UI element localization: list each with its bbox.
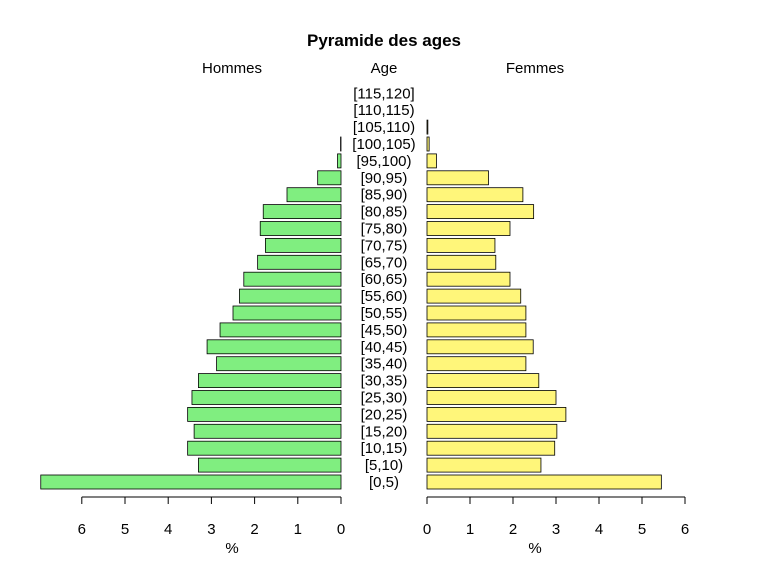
bar-femmes-[35,40) bbox=[426, 356, 527, 372]
bar-hommes-[30,35) bbox=[198, 373, 342, 389]
age-label: [65,70) bbox=[361, 254, 408, 271]
right-x-tick-label: 2 bbox=[509, 521, 517, 538]
bar-hommes-[95,100) bbox=[337, 153, 342, 169]
bar-femmes-[95,100) bbox=[426, 153, 437, 169]
right-x-tick-label: 5 bbox=[638, 521, 646, 538]
bar-hommes-[60,65) bbox=[243, 271, 342, 287]
right-x-tick-label: 3 bbox=[552, 521, 560, 538]
bar-hommes-[45,50) bbox=[219, 322, 342, 338]
bar-femmes-[100,105) bbox=[426, 136, 430, 152]
left-x-tick-label: 2 bbox=[250, 521, 258, 538]
left-x-tick-label: 0 bbox=[337, 521, 345, 538]
bar-femmes-[15,20) bbox=[426, 423, 558, 439]
age-label: [115,120] bbox=[353, 85, 414, 102]
right-x-tick-label: 1 bbox=[466, 521, 474, 538]
bar-femmes-[60,65) bbox=[426, 271, 511, 287]
bar-hommes-[90,95) bbox=[317, 170, 342, 186]
bar-hommes-[20,25) bbox=[187, 406, 342, 422]
right-x-tick-label: 0 bbox=[423, 521, 431, 538]
right-x-tick-label: 4 bbox=[595, 521, 603, 538]
bar-hommes-[85,90) bbox=[286, 187, 342, 203]
left-x-tick-label: 3 bbox=[207, 521, 215, 538]
age-label: [10,15) bbox=[361, 440, 408, 457]
age-label: [30,35) bbox=[361, 373, 408, 390]
bar-femmes-[65,70) bbox=[426, 254, 497, 270]
center-age-label: Age bbox=[371, 60, 398, 77]
age-label: [45,50) bbox=[361, 322, 408, 339]
bar-femmes-[90,95) bbox=[426, 170, 489, 186]
age-label: [90,95) bbox=[361, 170, 408, 187]
age-group-labels: [0,5)[5,10)[10,15)[15,20)[20,25)[25,30)[… bbox=[352, 85, 415, 491]
left-x-tick-label: 1 bbox=[294, 521, 302, 538]
age-label: [60,65) bbox=[361, 271, 408, 288]
bar-femmes-[45,50) bbox=[426, 322, 527, 338]
age-label: [110,115) bbox=[353, 102, 414, 119]
age-label: [95,100) bbox=[356, 153, 411, 170]
bar-femmes-[55,60) bbox=[426, 288, 522, 304]
left-x-axis-label: % bbox=[225, 540, 238, 557]
bar-femmes-[105,110) bbox=[426, 119, 429, 135]
bar-femmes-[10,15) bbox=[426, 440, 556, 456]
age-label: [70,75) bbox=[361, 237, 408, 254]
hommes-bars bbox=[40, 136, 342, 490]
bar-femmes-[80,85) bbox=[426, 204, 535, 220]
right-side-label: Femmes bbox=[506, 60, 564, 77]
bar-hommes-[80,85) bbox=[262, 204, 342, 220]
bar-femmes-[0,5) bbox=[426, 474, 662, 490]
age-label: [0,5) bbox=[369, 474, 399, 491]
bar-femmes-[5,10) bbox=[426, 457, 542, 473]
left-side-label: Hommes bbox=[202, 60, 262, 77]
bar-hommes-[5,10) bbox=[198, 457, 342, 473]
bar-hommes-[70,75) bbox=[264, 237, 342, 253]
age-label: [105,110) bbox=[353, 119, 415, 136]
age-label: [35,40) bbox=[361, 356, 408, 373]
bar-femmes-[40,45) bbox=[426, 339, 534, 355]
bar-hommes-[55,60) bbox=[239, 288, 342, 304]
bar-femmes-[75,80) bbox=[426, 221, 511, 236]
bar-hommes-[25,30) bbox=[191, 390, 342, 405]
age-label: [15,20) bbox=[361, 423, 408, 440]
age-label: [25,30) bbox=[361, 390, 408, 407]
left-x-tick-label: 6 bbox=[78, 521, 86, 538]
left-x-tick-label: 4 bbox=[164, 521, 172, 538]
bar-hommes-[10,15) bbox=[187, 440, 342, 456]
bar-hommes-[35,40) bbox=[216, 356, 342, 372]
bar-hommes-[40,45) bbox=[206, 339, 342, 355]
age-label: [55,60) bbox=[361, 288, 408, 305]
bar-hommes-[75,80) bbox=[259, 221, 342, 236]
bar-femmes-[30,35) bbox=[426, 373, 540, 389]
bar-hommes-[65,70) bbox=[257, 254, 342, 270]
right-x-axis-label: % bbox=[528, 540, 541, 557]
age-label: [50,55) bbox=[361, 305, 408, 322]
bar-femmes-[70,75) bbox=[426, 237, 496, 253]
age-label: [20,25) bbox=[361, 406, 408, 423]
femmes-bars bbox=[426, 119, 662, 490]
age-label: [100,105) bbox=[352, 136, 415, 153]
bar-femmes-[20,25) bbox=[426, 406, 567, 422]
left-x-tick-label: 5 bbox=[121, 521, 129, 538]
axes: 0 1 2 3 4 5 6 0 1 2 3 4 5 6 bbox=[78, 496, 689, 538]
age-label: [40,45) bbox=[361, 339, 408, 356]
age-label: [80,85) bbox=[361, 204, 408, 221]
bar-hommes-[0,5) bbox=[40, 474, 342, 490]
age-label: [75,80) bbox=[361, 221, 408, 238]
bar-femmes-[85,90) bbox=[426, 187, 524, 203]
bar-hommes-[50,55) bbox=[232, 305, 342, 321]
bar-femmes-[50,55) bbox=[426, 305, 527, 321]
age-label: [85,90) bbox=[361, 187, 408, 204]
chart-title: Pyramide des ages bbox=[307, 31, 461, 50]
bar-femmes-[25,30) bbox=[426, 390, 557, 405]
age-label: [5,10) bbox=[365, 457, 403, 474]
bar-hommes-[15,20) bbox=[193, 423, 342, 439]
right-x-tick-label: 6 bbox=[681, 521, 689, 538]
